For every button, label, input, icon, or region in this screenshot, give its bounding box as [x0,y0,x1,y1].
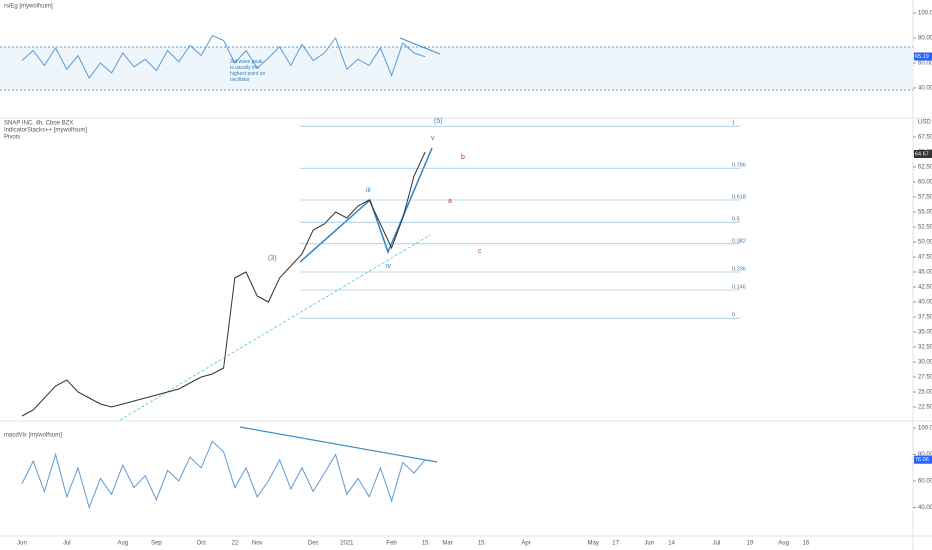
pane-subtitle: Pivots [4,135,20,141]
y-tick-label: 25.00 [918,390,932,396]
wave-label: b [461,154,465,161]
y-tick-label: 40.00 [918,300,932,306]
y-tick-label: 40.00 [918,505,932,511]
last-value-badge [914,455,932,464]
trend-line [399,37,441,55]
y-tick-label: 27.50 [918,375,932,381]
y-tick-label: 47.50 [918,255,932,261]
last-value-label: 65.19 [915,54,929,60]
annotation-line: oscillator [230,77,250,83]
x-tick-label: 22 [231,541,238,547]
y-tick-label: 52.50 [918,225,932,231]
fib-label: 0.382 [732,238,746,244]
x-tick-label: 19 [747,541,754,547]
y-tick-label: 42.50 [918,285,932,291]
y-tick-label: 35.00 [918,330,932,336]
y-tick-label: 60.00 [918,61,932,67]
x-tick-label: May [588,541,599,547]
pane-title: rsiEg [mywolfsum] [4,4,53,10]
x-tick-label: Aug [117,541,128,547]
x-tick-label: Jun [644,541,654,547]
last-value-badge [914,52,932,61]
channel-line [119,234,431,421]
x-tick-label: Jul [63,541,71,547]
rsi-band [0,47,913,90]
y-tick-label: 50.00 [918,240,932,246]
series-line [21,34,426,79]
y-tick-label: 32.50 [918,345,932,351]
x-tick-label: Jul [713,541,721,547]
annotation-line: 3rd wave peak [230,59,263,65]
y-tick-label: 22.50 [918,405,932,411]
fib-label: 0.618 [732,194,746,200]
y-tick-label: 30.00 [918,360,932,366]
fib-label: 0.5 [732,217,740,223]
y-tick-label: 57.50 [918,195,932,201]
y-tick-label: 60.00 [918,479,932,485]
axis-unit: USD [918,120,931,126]
y-tick-label: 100.00 [918,426,932,432]
pane-title: macdVix [mywolfsum] [4,433,62,439]
y-tick-label: 37.50 [918,315,932,321]
annotation: 3rd wave peak is usually the highest point… [230,59,266,83]
trend-line [239,426,438,463]
wave-label: iv [386,263,392,270]
x-tick-label: Feb [386,541,397,547]
fib-label: 0 [732,313,735,319]
pane-title: SNAP INC, 4h, Cboe BZX [4,121,73,127]
y-tick-label: 45.00 [918,270,932,276]
wave-label: a [448,198,452,205]
x-tick-label: Dec [308,541,319,547]
fib-label: 0.786 [732,163,746,169]
wave-label: c [478,248,482,255]
series-line [21,440,426,510]
x-tick-label: Jun [17,541,27,547]
last-value-badge [914,149,932,158]
fib-label: 1 [732,121,735,127]
fib-label: 0.146 [732,284,746,290]
x-tick-label: Aug [778,541,789,547]
wave-label: (5) [434,118,443,125]
x-tick-label: Sep [151,541,162,547]
x-tick-label: 15 [478,541,485,547]
fib-label: 0.236 [732,266,746,272]
y-tick-label: 67.50 [918,135,932,141]
last-value-label: 64.67 [915,151,929,157]
wave-label: (3) [268,255,277,262]
x-tick-label: 17 [612,541,619,547]
last-value-label: 76.06 [915,457,929,463]
annotation-line: highest point on [230,71,266,77]
annotation-line: is usually the [230,65,259,71]
x-tick-label: Apr [521,541,530,547]
x-tick-label: 14 [668,541,675,547]
x-tick-label: Oct [197,541,207,547]
x-tick-label: 15 [422,541,429,547]
y-tick-label: 55.00 [918,210,932,216]
y-tick-label: 40.00 [918,86,932,92]
wave-label: v [431,135,435,142]
y-tick-label: 80.00 [918,36,932,42]
x-tick-label: 2021 [340,541,354,547]
x-tick-label: Nov [252,541,263,547]
y-tick-label: 100.00 [918,11,932,17]
series-line [21,151,426,417]
pane-subtitle: IndicatorStacks++ [mywolfsum] [4,128,87,134]
y-tick-label: 80.00 [918,452,932,458]
x-tick-label: Mar [442,541,452,547]
wave-label: iii [366,187,371,194]
y-tick-label: 60.00 [918,180,932,186]
y-tick-label: 62.50 [918,165,932,171]
x-tick-label: 16 [803,541,810,547]
